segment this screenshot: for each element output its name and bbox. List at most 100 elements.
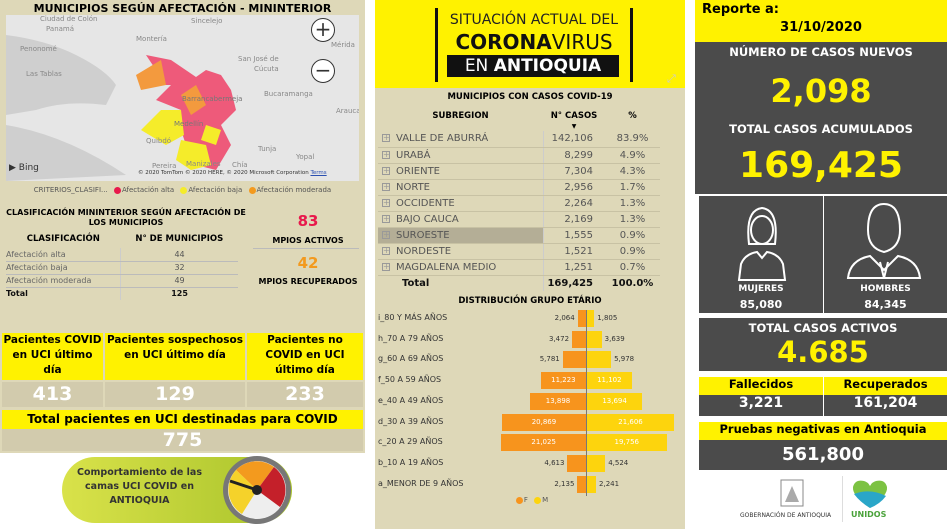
gobernacion-label: GOBERNACIÓN DE ANTIOQUIA (740, 512, 832, 519)
focus-mode-icon[interactable]: ⤢ (667, 72, 676, 85)
bar-m[interactable] (587, 330, 602, 348)
subregion-cell[interactable]: + OCCIDENTE (378, 195, 543, 212)
map-label: Quibdó (146, 137, 172, 145)
recovered-label: Recuperados (824, 377, 947, 395)
table-row[interactable]: + SUROESTE 1,555 0.9% (378, 227, 660, 244)
table-row: Afectación moderada 49 (6, 274, 238, 288)
expand-icon[interactable]: + (382, 149, 390, 159)
expand-icon[interactable]: + (382, 213, 390, 223)
terms-link[interactable]: Terms (310, 170, 327, 176)
report-date: 31/10/2020 (780, 20, 862, 35)
percent-cell: 1.3% (605, 211, 660, 228)
expand-icon[interactable]: + (382, 245, 390, 255)
percent-cell: 0.7% (605, 259, 660, 276)
bar-f[interactable] (577, 475, 586, 493)
bar-f[interactable] (562, 351, 586, 369)
table-row[interactable]: + NORDESTE 1,521 0.9% (378, 243, 660, 260)
map-label: Barrancabermeja (182, 95, 243, 103)
legend-m[interactable]: M (542, 496, 549, 504)
gobernacion-seal-icon (780, 479, 804, 507)
bar-m[interactable] (587, 475, 597, 493)
map-label: Mérida (331, 41, 355, 49)
attribution-text: © 2020 TomTom © 2020 HERE, © 2020 Micros… (138, 170, 309, 176)
table-row[interactable]: + OCCIDENTE 2,264 1.3% (378, 195, 660, 212)
subregion-name: SUROESTE (396, 229, 450, 241)
total-percent: 100.0% (611, 277, 654, 289)
cell: Afectación moderada (6, 274, 121, 288)
legend-item[interactable]: Afectación alta (121, 186, 175, 194)
bar-m[interactable] (587, 351, 612, 369)
center-axis (586, 310, 587, 497)
subregion-cell[interactable]: + NORTE (378, 179, 543, 196)
table-row[interactable]: + NORTE 2,956 1.7% (378, 179, 660, 196)
subregion-cell[interactable]: + NORDESTE (378, 243, 543, 260)
table-row[interactable]: + VALLE DE ABURRÁ 142,106 83.9% (378, 131, 660, 148)
subregion-name: BAJO CAUCA (396, 213, 459, 225)
bar-m[interactable] (587, 372, 632, 390)
col-header-sorted[interactable]: N° CASOS ▼ (543, 107, 605, 131)
cases-cell: 2,264 (542, 195, 605, 212)
bar-m[interactable] (587, 434, 667, 452)
total-row: Total 125 (6, 287, 238, 300)
bar-f[interactable] (577, 310, 586, 327)
subregion-cell[interactable]: + BAJO CAUCA (378, 211, 543, 228)
banner-corona: CORONA (455, 30, 552, 54)
uci-beds-button[interactable]: Comportamiento de las camas UCI COVID en… (62, 456, 292, 524)
unidos-label: UNIDOS (851, 510, 887, 519)
map-label: Pereira (152, 162, 177, 170)
map-label: Penonomé (20, 45, 57, 53)
legend-item[interactable]: Afectación moderada (256, 186, 332, 194)
legend-item[interactable]: Afectación baja (188, 186, 243, 194)
subregion-cell[interactable]: + VALLE DE ABURRÁ (378, 131, 543, 148)
zoom-out-button[interactable]: − (311, 59, 335, 83)
subregion-cell[interactable]: + URABÁ (378, 147, 543, 164)
bar-m[interactable] (587, 392, 643, 410)
mpios-recuperados-value: 42 (297, 254, 319, 272)
expand-icon[interactable]: + (382, 229, 390, 239)
bar-m[interactable] (587, 454, 606, 472)
age-pyramid-chart: i_80 Y MÁS AÑOS 2,064 1,805 h_70 A 79 AÑOS 3… (375, 0, 685, 529)
bar-f[interactable] (501, 413, 586, 431)
bar-f[interactable] (501, 434, 586, 452)
map-label: Las Tablas (26, 70, 62, 78)
bar-f[interactable] (540, 372, 586, 390)
bar-m[interactable] (587, 310, 595, 327)
expand-icon[interactable]: + (382, 181, 390, 191)
uci-no-covid-label: Pacientes no COVID en UCI último día (247, 333, 363, 380)
data-label: 5,781 (539, 355, 560, 364)
subregion-cell[interactable]: + SUROESTE (378, 227, 543, 244)
expand-icon[interactable]: + (382, 261, 390, 271)
uci-covid-label: Pacientes COVID en UCI último día (2, 333, 103, 380)
bar-f[interactable] (530, 392, 586, 410)
data-label: 4,613 (544, 458, 565, 467)
table-row[interactable]: + MAGDALENA MEDIO 1,251 0.7% (378, 259, 660, 276)
banner-line2: CORONAVIRUS (441, 30, 627, 54)
table-row[interactable]: + ORIENTE 7,304 4.3% (378, 163, 660, 180)
bar-f[interactable] (572, 330, 586, 348)
percent-cell: 0.9% (605, 227, 660, 244)
data-label: 11,102 (597, 376, 622, 385)
expand-icon[interactable]: + (382, 197, 390, 207)
cases-cell: 8,299 (542, 147, 605, 164)
zoom-in-button[interactable]: + (311, 18, 335, 42)
table-row[interactable]: + URABÁ 8,299 4.9% (378, 147, 660, 164)
legend-dot-f (515, 496, 523, 504)
subregion-name: URABÁ (396, 149, 431, 161)
subregion-cell[interactable]: + ORIENTE (378, 163, 543, 180)
chart-title: DISTRIBUCIÓN GRUPO ETÁRIO (458, 296, 602, 306)
map-label: Ciudad de Colón (40, 15, 98, 23)
map[interactable]: Ciudad de Colón Panamá Penonomé Las Tabl… (6, 15, 359, 181)
subregion-cell[interactable]: + MAGDALENA MEDIO (378, 259, 543, 276)
bar-m[interactable] (587, 413, 674, 431)
subregion-name: OCCIDENTE (396, 197, 455, 209)
legend-f[interactable]: F (523, 496, 528, 504)
banner-line1: SITUACIÓN ACTUAL DEL (449, 12, 619, 28)
bar-f[interactable] (567, 454, 586, 472)
map-canvas (6, 35, 236, 181)
table-row[interactable]: + BAJO CAUCA 2,169 1.3% (378, 211, 660, 228)
col-header: % (628, 111, 637, 121)
expand-icon[interactable]: + (382, 133, 390, 143)
legend-title: CRITERIOS_CLASIFI... (33, 186, 108, 194)
expand-icon[interactable]: + (382, 165, 390, 175)
mpios-activos-label: MPIOS ACTIVOS (272, 236, 344, 245)
